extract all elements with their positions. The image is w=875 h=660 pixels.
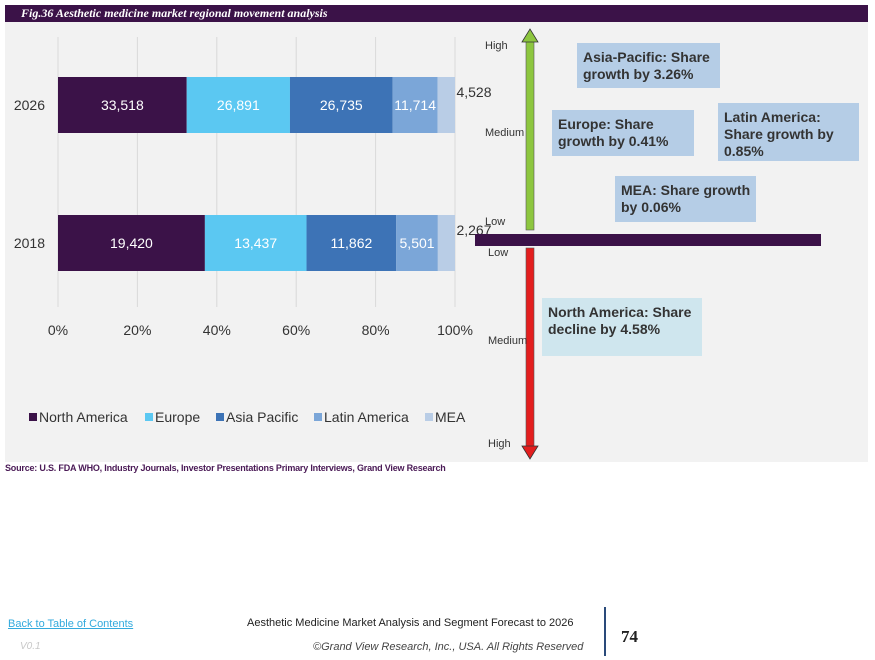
bar-segment-asia-pacific-2018 (306, 215, 397, 271)
data-label: 5,501 (400, 235, 435, 251)
page-number: 74 (621, 627, 638, 646)
scale-label-down: High (488, 438, 511, 450)
annotation-box (577, 43, 720, 88)
annotation-text: Share growth by (724, 126, 834, 142)
annotation-text: Latin America: (724, 109, 821, 125)
x-tick-label: 100% (437, 322, 473, 338)
chart-panel: 0% 20% 40% 60% 80% 100% 2026 33,518 26,891 26,735… (5, 22, 868, 462)
figure-header: Fig.36 Aesthetic medicine market regiona… (5, 5, 868, 22)
data-label: 33,518 (101, 97, 144, 113)
legend-label: Latin America (324, 409, 409, 425)
version-label: V0.1 (20, 641, 41, 652)
legend-swatch (29, 413, 37, 421)
annotation-text: North America: Share (548, 304, 692, 320)
scale-label-up: Low (485, 216, 505, 228)
scale-label-down: Medium (488, 335, 527, 347)
arrow-up-head (521, 28, 539, 43)
bar-segment-mea-2018 (437, 215, 455, 271)
data-label: 11,862 (330, 235, 372, 251)
data-label: 26,735 (320, 97, 363, 113)
bar-segment-north-america-2018 (58, 215, 205, 271)
x-tick-label: 0% (48, 322, 68, 338)
legend-swatch (216, 413, 224, 421)
data-label: 4,528 (456, 84, 491, 100)
bar-segment-europe-2018 (204, 215, 307, 271)
annotation-box (615, 176, 756, 222)
bar-segment-asia-pacific-2026 (289, 77, 393, 133)
legend-swatch (425, 413, 433, 421)
annotation-box (552, 110, 694, 156)
chart-canvas: 0% 20% 40% 60% 80% 100% 2026 33,518 26,891 26,735… (14, 28, 859, 460)
x-tick-label: 60% (282, 322, 310, 338)
annotation-text: growth by 3.26% (583, 66, 694, 82)
bar-segment-europe-2026 (186, 77, 290, 133)
arrow-up-shaft (525, 39, 535, 231)
annotation-text: MEA: Share growth (621, 182, 750, 198)
baseline-bar (475, 234, 821, 246)
x-tick-label: 40% (203, 322, 231, 338)
source-note: Source: U.S. FDA WHO, Industry Journals,… (5, 463, 446, 473)
annotation-box (718, 103, 859, 161)
x-tick-label: 80% (362, 322, 390, 338)
arrow-down-head (521, 445, 539, 460)
scale-label-up: High (485, 40, 508, 52)
arrow-down-shaft (525, 247, 535, 449)
footer-divider (604, 607, 606, 656)
annotation-text: by 0.06% (621, 199, 681, 215)
legend-swatch (314, 413, 322, 421)
annotation-box (542, 298, 702, 356)
back-to-toc-link[interactable]: Back to Table of Contents (8, 618, 134, 630)
data-label: 26,891 (217, 97, 260, 113)
copyright-notice: ©Grand View Research, Inc., USA. All Rig… (313, 641, 584, 653)
legend-swatch (145, 413, 153, 421)
bar-segment-latin-america-2018 (396, 215, 438, 271)
figure-title: Fig.36 Aesthetic medicine market regiona… (21, 6, 328, 20)
annotation-text: Asia-Pacific: Share (583, 49, 710, 65)
annotation-text: decline by 4.58% (548, 321, 661, 337)
data-label: 11,714 (394, 97, 436, 113)
report-title: Aesthetic Medicine Market Analysis and S… (247, 617, 574, 629)
bar-segment-latin-america-2026 (392, 77, 438, 133)
data-label: 19,420 (110, 235, 153, 251)
annotation-text: Europe: Share (558, 116, 654, 132)
category-label-2026: 2026 (14, 97, 45, 113)
legend-label: North America (39, 409, 128, 425)
data-label: 13,437 (234, 235, 277, 251)
legend-label: Asia Pacific (226, 409, 298, 425)
legend-label: Europe (155, 409, 200, 425)
scale-label-up: Medium (485, 127, 524, 139)
annotation-text: 0.85% (724, 143, 764, 159)
legend-label: MEA (435, 409, 466, 425)
x-tick-label: 20% (123, 322, 151, 338)
category-label-2018: 2018 (14, 235, 45, 251)
annotation-text: growth by 0.41% (558, 133, 669, 149)
bar-segment-north-america-2026 (58, 77, 187, 133)
scale-label-down: Low (488, 247, 508, 259)
bar-segment-mea-2026 (437, 77, 455, 133)
